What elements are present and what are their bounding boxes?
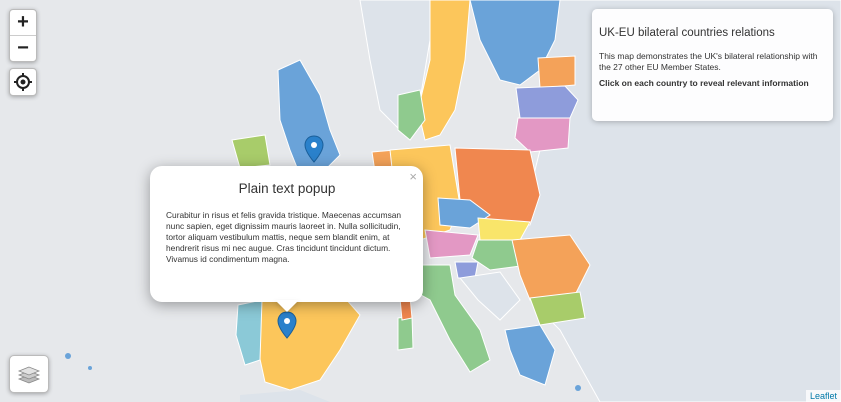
island	[88, 366, 92, 370]
country-ireland[interactable]	[231, 134, 271, 169]
locate-button[interactable]	[9, 68, 37, 96]
map-marker-spain[interactable]	[277, 311, 297, 339]
info-title: UK-EU bilateral countries relations	[599, 27, 775, 39]
country-bulgaria[interactable]	[529, 291, 586, 326]
popup-tip	[275, 300, 299, 312]
country-austria[interactable]	[424, 229, 479, 259]
zoom-control: + −	[9, 9, 37, 62]
info-description: This map demonstrates the UK's bilateral…	[599, 51, 818, 72]
map-marker-uk[interactable]	[304, 135, 324, 163]
zoom-out-button[interactable]: −	[17, 37, 29, 59]
country-denmark[interactable]	[397, 89, 426, 141]
country-uk[interactable]	[277, 59, 341, 176]
country-lithuania[interactable]	[514, 117, 571, 153]
layers-button[interactable]	[9, 355, 49, 393]
layers-icon	[17, 366, 41, 384]
info-panel: UK-EU bilateral countries relations This…	[592, 9, 833, 121]
zoom-in-button[interactable]: +	[10, 10, 36, 36]
country-latvia[interactable]	[515, 85, 579, 119]
country-spain[interactable]	[257, 297, 361, 391]
attribution-link[interactable]: Leaflet	[805, 390, 841, 402]
country-portugal[interactable]	[235, 299, 263, 366]
country-greece[interactable]	[504, 324, 556, 386]
island	[575, 385, 581, 391]
country-sardinia[interactable]	[397, 315, 414, 351]
crosshair-icon	[14, 73, 32, 91]
info-cta: Click on each country to reveal relevant…	[599, 78, 809, 88]
landmass-north-africa	[240, 390, 330, 402]
popup-body: Curabitur in risus et felis gravida tris…	[166, 210, 402, 264]
country-finland[interactable]	[469, 0, 561, 86]
country-estonia[interactable]	[537, 55, 576, 89]
popup-title: Plain text popup	[238, 181, 336, 196]
country-slovakia[interactable]	[477, 217, 531, 241]
popup-close-icon[interactable]: ×	[409, 169, 417, 184]
popup: × Plain text popup Curabitur in risus et…	[150, 166, 423, 302]
island	[65, 353, 71, 359]
country-sweden[interactable]	[417, 0, 471, 141]
country-croatia[interactable]	[459, 271, 521, 321]
